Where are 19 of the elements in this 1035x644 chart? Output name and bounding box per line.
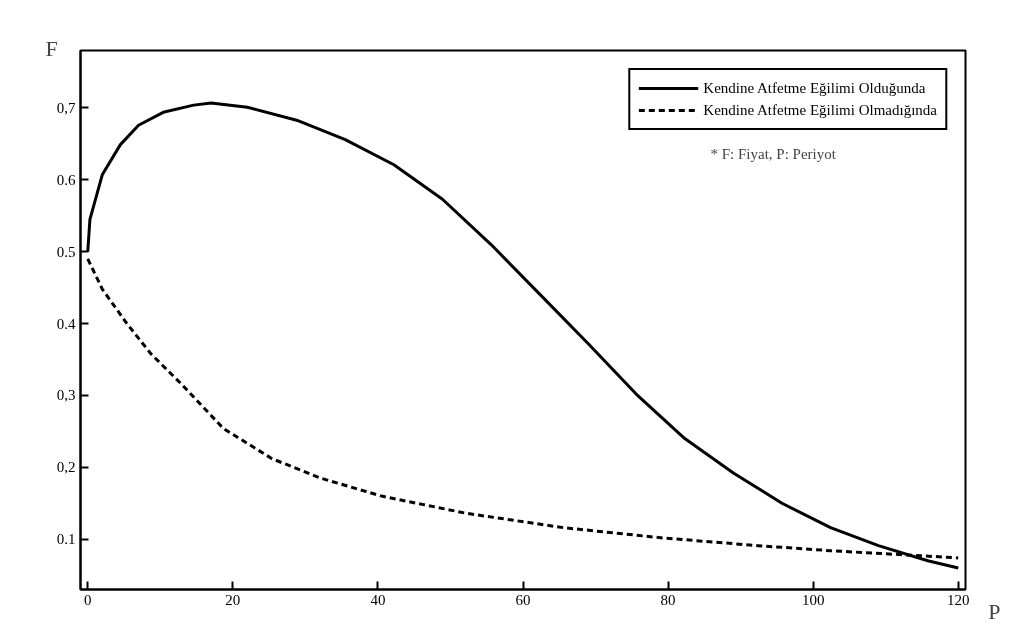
y-tick-label: 0.1 — [56, 531, 76, 548]
y-tick-label: 0.4 — [56, 315, 76, 332]
y-tick-label: 0,3 — [56, 387, 76, 404]
y-tick-label: 0,2 — [56, 459, 76, 476]
x-tick-label: 60 — [515, 591, 531, 608]
y-tick-label: 0.5 — [56, 243, 76, 260]
x-tick-label: 100 — [801, 591, 825, 608]
x-axis-title: P — [988, 598, 1001, 624]
x-tick-label: 40 — [370, 591, 386, 608]
y-tick-label: 0.6 — [56, 171, 76, 188]
x-tick-label: 120 — [947, 591, 970, 608]
x-tick-label: 0 — [84, 591, 92, 608]
x-tick-label: 80 — [660, 591, 676, 608]
y-axis-title: F — [45, 35, 58, 61]
y-tick-label: 0,7 — [56, 99, 76, 116]
legend-label: Kendine Atfetme Eğilimi Olduğunda — [703, 79, 926, 97]
x-tick-label: 20 — [225, 591, 241, 608]
annotation: * F: Fiyat, P: Periyot — [710, 145, 837, 162]
legend-label: Kendine Atfetme Eğilimi Olmadığında — [703, 101, 937, 119]
